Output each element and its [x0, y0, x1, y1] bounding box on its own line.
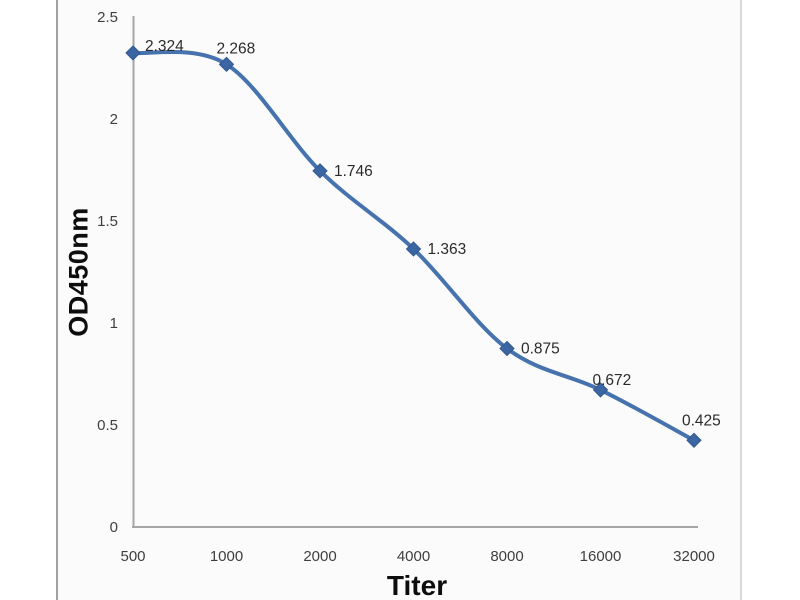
- data-point-marker: [592, 382, 609, 398]
- y-tick-label: 0.5: [97, 417, 118, 434]
- chart-photo-region: [56, 0, 742, 600]
- x-tick-label: 32000: [673, 548, 715, 565]
- data-point-marker: [218, 56, 235, 73]
- data-point-label: 0.672: [593, 372, 632, 389]
- x-tick-label: 500: [120, 548, 145, 565]
- data-point-label: 2.268: [217, 40, 256, 57]
- data-point-label: 2.324: [145, 38, 184, 55]
- y-tick-label: 1: [110, 315, 118, 332]
- x-tick-label: 2000: [303, 548, 336, 565]
- axis-lines: [132, 16, 698, 528]
- y-axis-title: OD450nm: [63, 207, 94, 337]
- data-point-marker: [312, 163, 328, 179]
- y-tick-label: 2.5: [97, 9, 118, 26]
- y-tick-label: 1.5: [97, 213, 118, 230]
- data-point-marker: [125, 45, 141, 61]
- data-point-marker: [499, 340, 515, 357]
- data-point-marker: [405, 241, 422, 257]
- data-point-marker: [686, 432, 702, 449]
- data-point-label: 1.746: [334, 163, 373, 180]
- data-point-label: 1.363: [428, 241, 467, 258]
- x-tick-label: 8000: [490, 548, 523, 565]
- y-tick-label: 0: [110, 519, 118, 536]
- y-tick-label: 2: [110, 111, 118, 128]
- x-tick-label: 1000: [210, 548, 243, 565]
- x-tick-label: 4000: [397, 548, 430, 565]
- data-point-label: 0.875: [521, 341, 560, 358]
- data-point-label: 0.425: [682, 412, 721, 429]
- x-axis-title: Titer: [386, 570, 448, 600]
- x-tick-label: 16000: [580, 548, 622, 565]
